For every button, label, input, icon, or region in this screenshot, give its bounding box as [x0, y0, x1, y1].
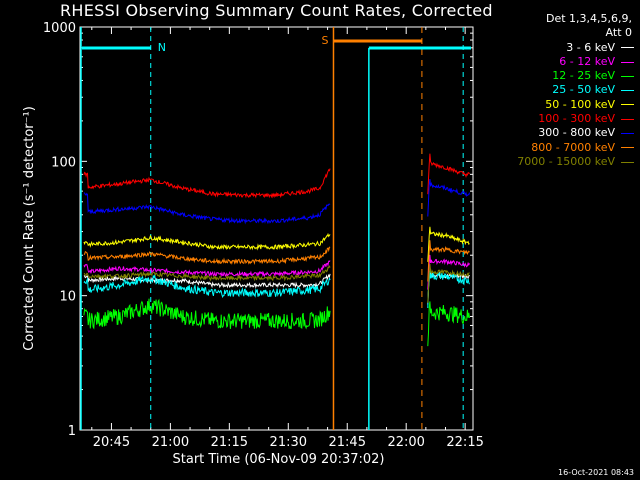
series-line-segment-1 [83, 192, 331, 225]
legend-swatch [621, 75, 634, 77]
legend-label: 7000 - 15000 keV [517, 154, 615, 168]
series-line-segment-1 [83, 273, 331, 299]
series-line-segment-2 [427, 254, 470, 290]
series-line-segment-2 [427, 301, 470, 347]
legend-label: 50 - 100 keV [545, 97, 615, 111]
chart-title: RHESSI Observing Summary Count Rates, Co… [60, 1, 493, 20]
y-tick-label: 1000 [43, 21, 76, 36]
legend-rows: 3 - 6 keV 6 - 12 keV 12 - 25 keV 25 - 50 ke… [484, 41, 634, 170]
series-line-segment-1 [83, 265, 331, 282]
legend-label: 12 - 25 keV [552, 69, 615, 83]
legend-item: 6 - 12 keV [484, 55, 634, 69]
legend-swatch [621, 47, 634, 49]
x-axis-label: Start Time (06-Nov-09 20:37:02) [173, 452, 385, 467]
series-line-segment-2 [427, 271, 470, 309]
night-marker-label: N [158, 41, 166, 54]
legend-swatch [621, 104, 634, 106]
y-tick-label: 100 [51, 155, 76, 170]
series-line-segment-1 [83, 168, 331, 199]
x-tick-label: 21:45 [329, 435, 366, 450]
legend-item: 300 - 800 keV [484, 126, 634, 140]
saa-marker-label: S [321, 34, 328, 47]
y-tick-label: 1 [68, 424, 76, 439]
legend-swatch [621, 118, 634, 120]
series-line-segment-2 [427, 226, 470, 262]
plot-frame [79, 26, 474, 431]
timestamp: 16-Oct-2021 08:43 [558, 468, 634, 477]
legend-item: 3 - 6 keV [484, 41, 634, 55]
legend-swatch [621, 90, 634, 92]
legend-label: 100 - 300 keV [538, 112, 615, 126]
legend-item: 800 - 7000 keV [484, 141, 634, 155]
series-line-segment-1 [83, 260, 331, 278]
y-axis-label: Corrected Count Rate (s⁻¹ detector⁻¹) [22, 106, 37, 351]
series-line-segment-2 [427, 179, 470, 217]
x-tick-label: 22:15 [446, 435, 483, 450]
legend-item: 7000 - 15000 keV [484, 155, 634, 169]
legend-label: 3 - 6 keV [566, 40, 615, 54]
legend: Det 1,3,4,5,6,9, Att 0 3 - 6 keV 6 - 12 k… [484, 12, 634, 169]
x-tick-label: 20:45 [93, 435, 130, 450]
series-line-segment-2 [427, 240, 470, 282]
legend-item: 25 - 50 keV [484, 83, 634, 97]
legend-header-line-1: Det 1,3,4,5,6,9, [545, 12, 632, 25]
series-line-segment-2 [427, 264, 470, 303]
legend-item: 100 - 300 keV [484, 112, 634, 126]
legend-label: 6 - 12 keV [559, 54, 615, 68]
legend-swatch [621, 133, 634, 135]
legend-swatch [621, 61, 634, 63]
legend-swatch [621, 147, 634, 149]
legend-label: 800 - 7000 keV [531, 140, 615, 154]
x-tick-label: 21:00 [152, 435, 189, 450]
legend-swatch [621, 161, 634, 163]
legend-item: 12 - 25 keV [484, 69, 634, 83]
legend-item: 50 - 100 keV [484, 98, 634, 112]
legend-header-line-2: Att 0 [605, 26, 632, 40]
y-tick-label: 10 [59, 290, 76, 305]
legend-label: 300 - 800 keV [538, 126, 615, 140]
x-tick-label: 21:15 [211, 435, 248, 450]
series-line-segment-1 [83, 246, 331, 265]
series-line-segment-1 [83, 232, 331, 251]
x-tick-label: 22:00 [387, 435, 424, 450]
series-line-segment-1 [83, 298, 331, 330]
series-line-segment-2 [427, 153, 470, 195]
legend-label: 25 - 50 keV [552, 83, 615, 97]
x-tick-label: 21:30 [270, 435, 307, 450]
